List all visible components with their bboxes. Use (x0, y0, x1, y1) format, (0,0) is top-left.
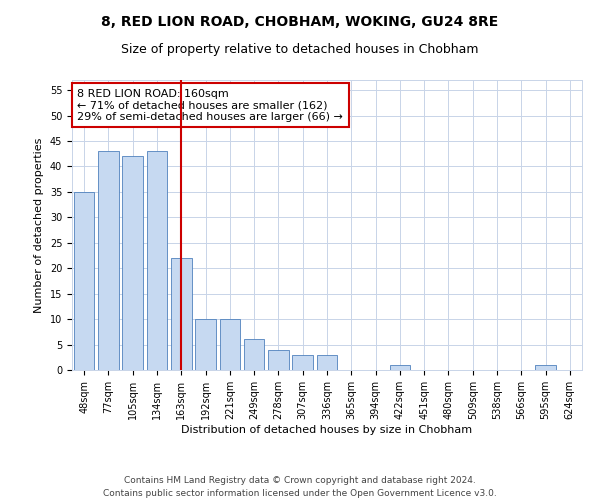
Bar (535, 365, 556, 370)
Text: Size of property relative to detached houses in Chobham: Size of property relative to detached ho… (121, 42, 479, 56)
Text: 8, RED LION ROAD, CHOBHAM, WOKING, GU24 8RE: 8, RED LION ROAD, CHOBHAM, WOKING, GU24 … (101, 15, 499, 29)
Bar (171, 258, 191, 370)
Bar (220, 319, 240, 370)
Bar (74, 192, 94, 370)
Bar (122, 156, 143, 370)
Bar (268, 350, 289, 370)
Bar (244, 340, 265, 370)
Bar (146, 151, 167, 370)
Bar (317, 354, 337, 370)
X-axis label: Distribution of detached houses by size in Chobham: Distribution of detached houses by size … (181, 424, 473, 434)
Text: Contains HM Land Registry data © Crown copyright and database right 2024.
Contai: Contains HM Land Registry data © Crown c… (103, 476, 497, 498)
Text: 8 RED LION ROAD: 160sqm
← 71% of detached houses are smaller (162)
29% of semi-d: 8 RED LION ROAD: 160sqm ← 71% of detache… (77, 88, 343, 122)
Bar (98, 151, 119, 370)
Bar (292, 354, 313, 370)
Y-axis label: Number of detached properties: Number of detached properties (34, 138, 44, 312)
Bar (195, 319, 216, 370)
Bar (389, 365, 410, 370)
